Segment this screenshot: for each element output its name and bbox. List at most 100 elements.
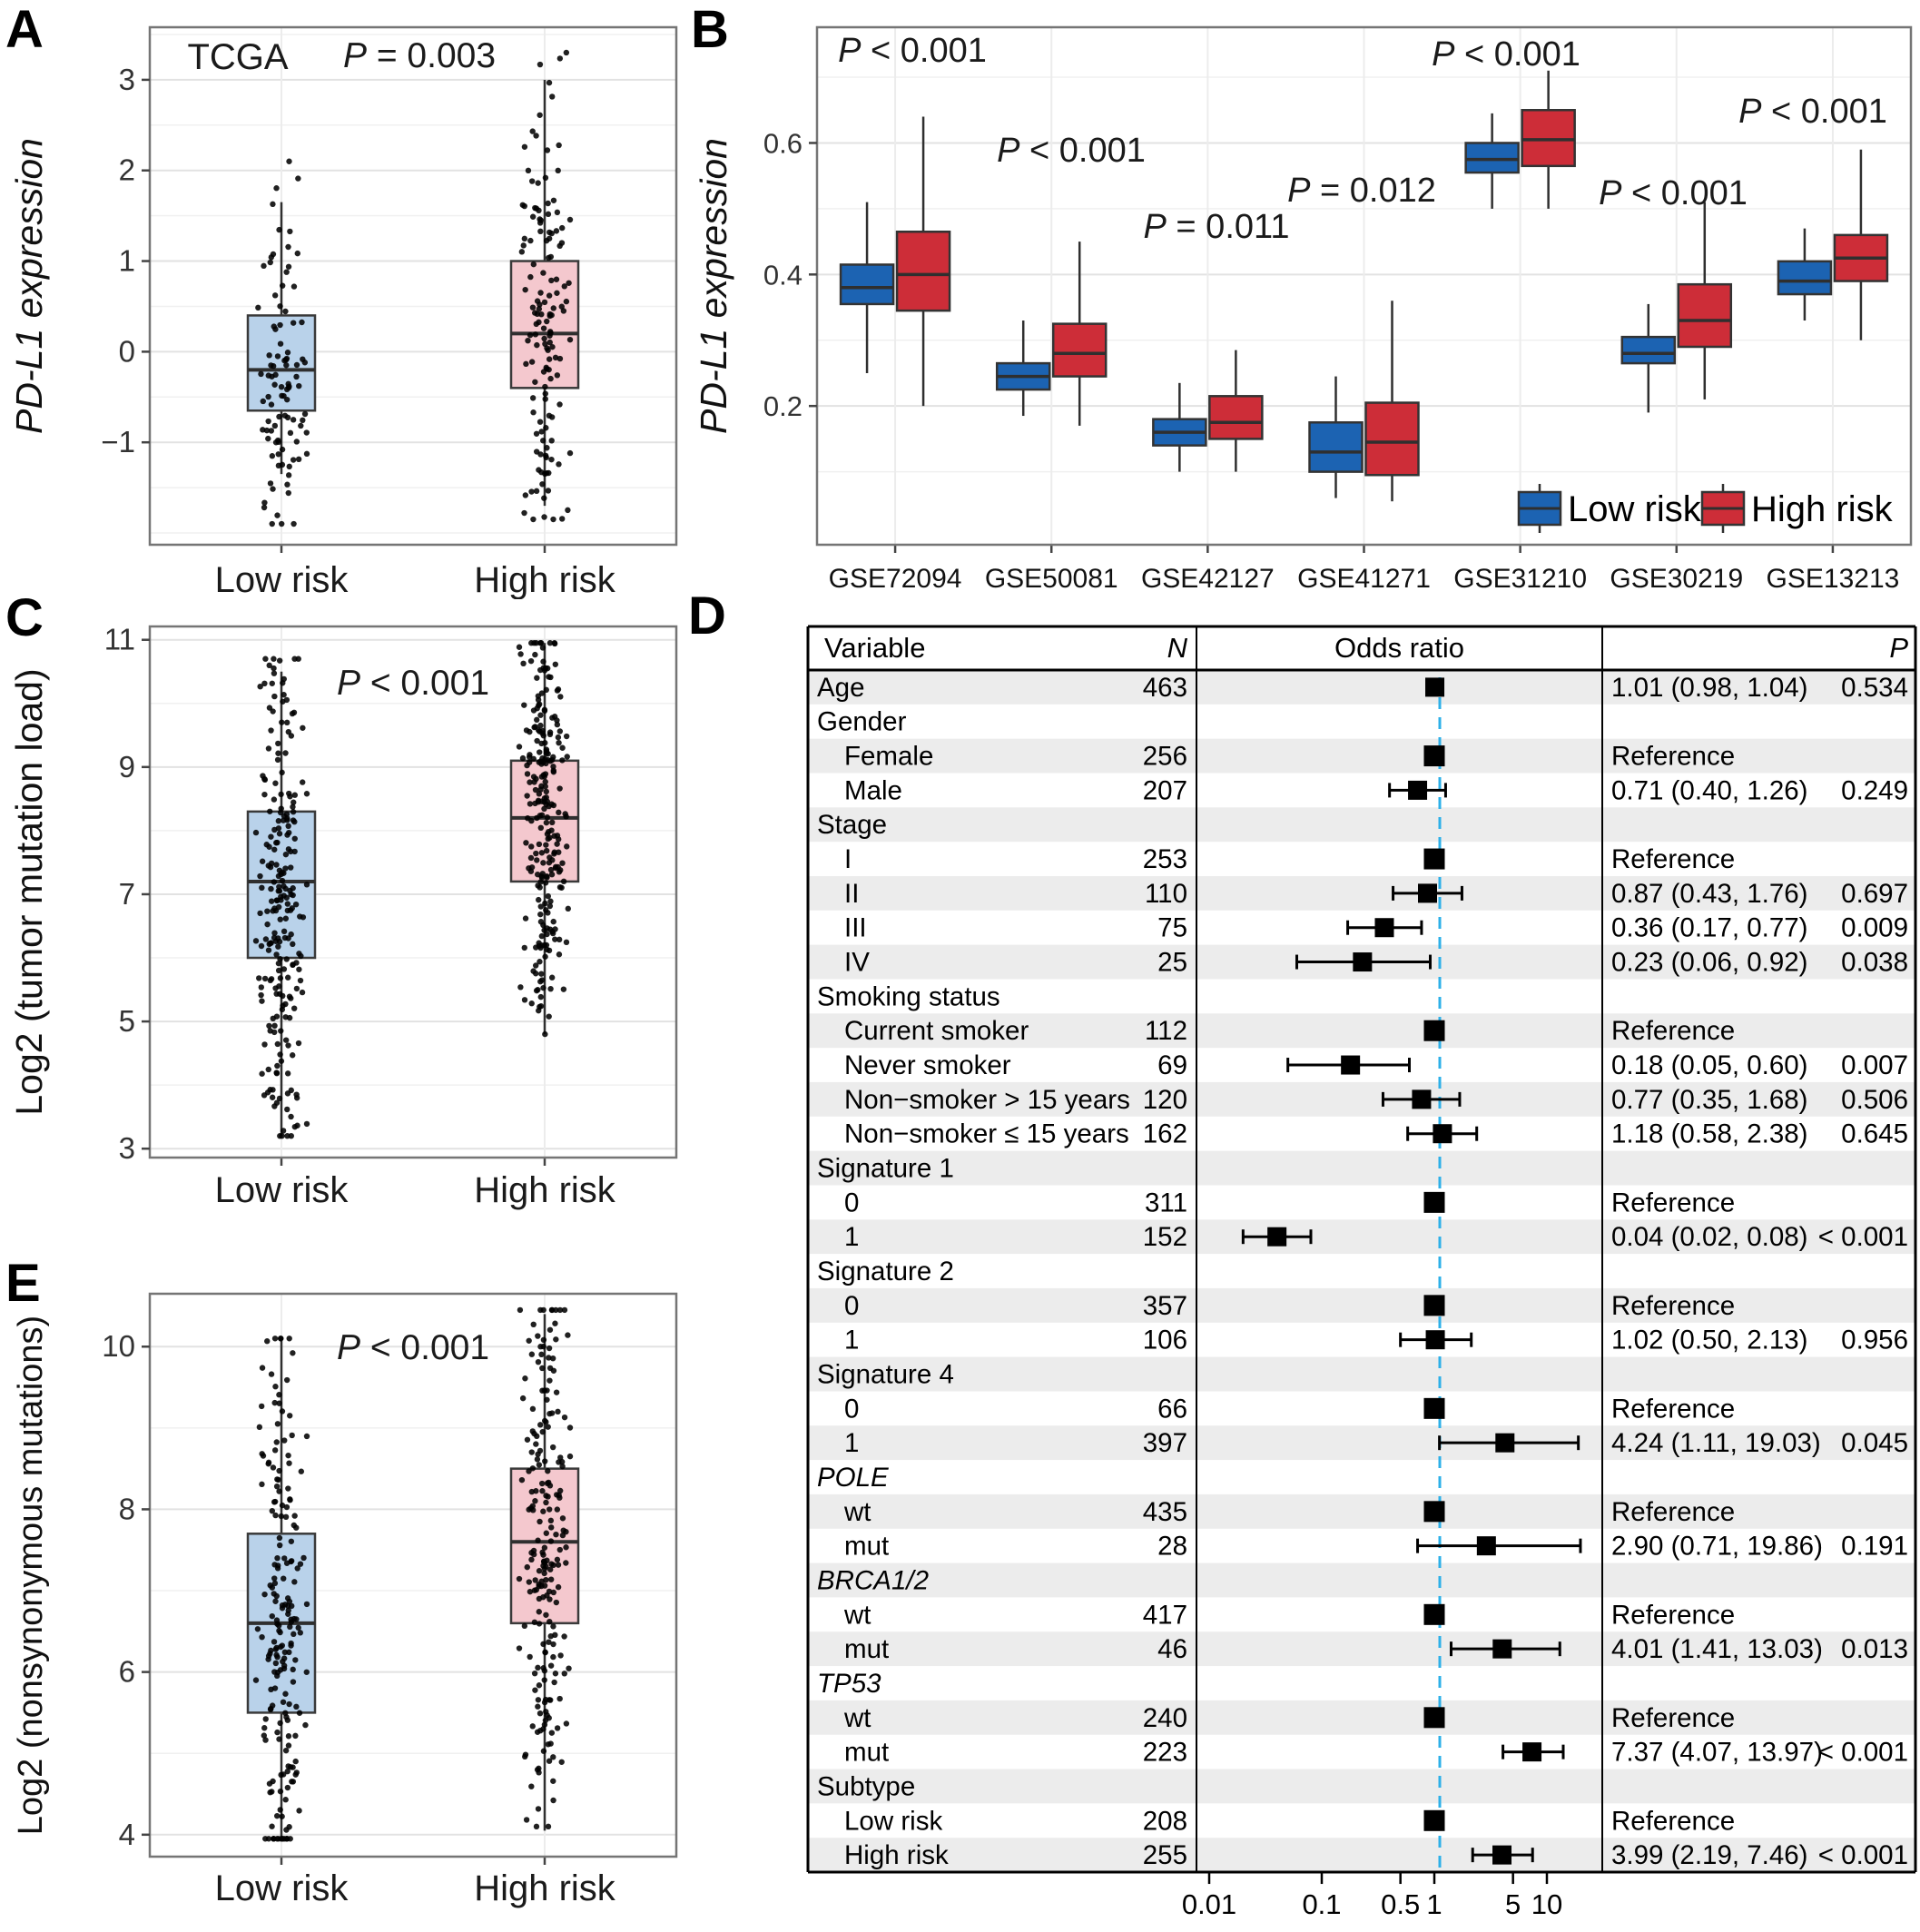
data-point [269,1507,276,1514]
data-point [533,1488,539,1494]
forest-row-non-smoker-15-years: Non−smoker > 15 years 120 0.77 (0.35, 1.68… [844,1085,1908,1115]
data-point [303,791,310,797]
group-gse50081 [995,242,1108,426]
iqr-box [1620,335,1677,365]
p-value: < 0.001 [1818,1738,1908,1768]
data-point [303,1601,310,1608]
data-point [291,1123,299,1130]
data-point [298,422,304,429]
data-point [548,456,555,463]
data-point [277,956,283,962]
data-point [290,799,297,805]
y-tick-label: 3 [119,63,135,96]
data-point [528,178,536,184]
data-point [553,1599,560,1606]
forest-row-signature-1: Signature 1 [817,1154,954,1184]
data-point [271,796,278,803]
data-point [556,849,562,855]
y-tick-label: 0.4 [763,259,802,291]
data-point [533,962,539,969]
data-point [281,928,288,935]
data-point [556,355,564,362]
data-point [547,375,554,382]
data-point [284,1784,291,1791]
data-point [293,1524,300,1531]
data-point [278,383,285,390]
estimate-ci-text: 0.18 (0.05, 0.60) [1611,1050,1807,1080]
data-point [546,1758,553,1764]
data-point [538,850,546,856]
data-point [272,326,279,332]
data-point [548,1524,555,1531]
data-point [554,290,560,296]
data-point [540,860,546,866]
data-point [261,504,268,511]
data-point [537,911,544,918]
data-point [293,373,300,380]
data-point [271,1575,278,1582]
data-point [540,438,546,444]
axis-tick-label: 0.5 [1381,1888,1420,1920]
data-point [525,167,532,174]
data-point [554,1725,561,1731]
variable-label: Low risk [844,1806,942,1836]
or-square [1267,1227,1287,1247]
row-shade [808,1631,1915,1667]
data-point [257,872,263,880]
data-point [540,1336,547,1344]
data-point [277,1051,283,1058]
data-point [546,731,554,738]
data-point [547,985,554,992]
data-point [542,1696,549,1703]
data-point [566,336,574,343]
row-shade [808,1013,1915,1049]
data-point [532,1498,538,1504]
plot-area [150,27,676,545]
data-point [555,1562,562,1568]
or-square-reference [1423,745,1445,767]
data-point [538,690,546,696]
data-point [275,967,282,974]
data-point [274,512,281,518]
data-point [273,840,280,846]
data-point [282,750,289,756]
data-point [276,1736,282,1742]
data-point [273,1483,281,1490]
data-point [529,304,537,310]
data-point [276,1488,282,1494]
data-point [546,339,553,346]
data-point [554,721,561,728]
forest-row-mut: mut 223 7.37 (4.07, 13.97)< 0.001 [844,1738,1908,1768]
p-value-annotation: P < 0.001 [997,132,1146,170]
data-point [548,801,555,807]
data-point [559,757,566,764]
data-point [546,859,553,866]
tcga-pdl1-boxplot: Low risk High risk 3 2 1 0 −1 PD-L1 expression T… [8,25,678,599]
data-point [277,809,284,816]
data-point [286,1700,292,1708]
data-point [290,283,298,290]
row-shade [808,1838,1915,1873]
data-point [271,1336,279,1342]
data-point [287,1413,293,1419]
data-point [527,237,534,244]
data-point [537,919,545,925]
estimate-ci-text: 4.01 (1.41, 13.03) [1611,1634,1823,1664]
data-point [258,984,265,991]
data-point [547,1538,555,1544]
data-point [561,1671,567,1677]
data-point [265,418,271,425]
data-point [271,1836,277,1842]
iqr-box [1677,282,1733,349]
variable-label: Signature 2 [817,1257,954,1286]
data-point [533,971,539,977]
data-point [527,1588,534,1595]
variable-label: mut [844,1532,889,1562]
or-square [1353,952,1373,972]
data-point [278,871,284,878]
forest-row-pole: POLE [817,1463,889,1493]
data-point [282,1797,289,1803]
data-point [545,211,552,218]
data-point [528,864,536,871]
jitter-points-low-risk [255,158,310,527]
